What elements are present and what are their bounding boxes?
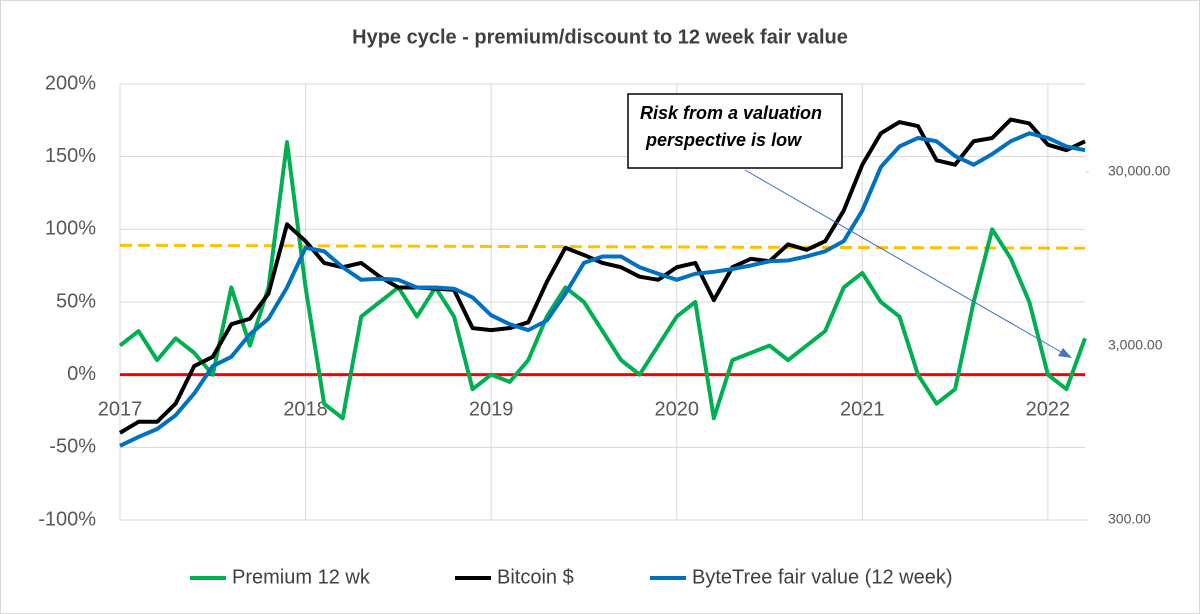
y-tick-label: 150% <box>45 145 96 167</box>
x-tick-label: 2017 <box>98 398 143 420</box>
x-tick-label: 2022 <box>1026 398 1071 420</box>
y-tick-label: -100% <box>38 508 96 530</box>
annotation-text: Risk from a valuation <box>640 103 822 123</box>
y2-tick-label: 30,000.00 <box>1108 163 1170 179</box>
y2-tick-label: 3,000.00 <box>1108 337 1163 353</box>
y-tick-label: 50% <box>56 290 96 312</box>
x-tick-label: 2020 <box>654 398 699 420</box>
y2-tick-label: 300.00 <box>1108 511 1151 527</box>
annotation-arrow <box>744 169 1069 357</box>
legend-label: Bitcoin $ <box>497 566 574 588</box>
annotation-arrowhead <box>1058 348 1072 358</box>
y-tick-label: 0% <box>67 363 96 385</box>
annotation-text: perspective is low <box>645 130 802 150</box>
series-line <box>118 140 1087 421</box>
x-tick-label: 2018 <box>283 398 328 420</box>
chart-title: Hype cycle - premium/discount to 12 week… <box>352 26 848 48</box>
annotation-box <box>627 93 843 169</box>
x-tick-label: 2021 <box>840 398 885 420</box>
y-tick-label: 200% <box>45 72 96 94</box>
x-tick-label: 2019 <box>469 398 514 420</box>
legend-label: Premium 12 wk <box>232 566 371 588</box>
series-line <box>119 131 1086 448</box>
legend-label: ByteTree fair value (12 week) <box>692 566 952 588</box>
y-tick-label: 100% <box>45 218 96 240</box>
y-tick-label: -50% <box>49 436 96 458</box>
